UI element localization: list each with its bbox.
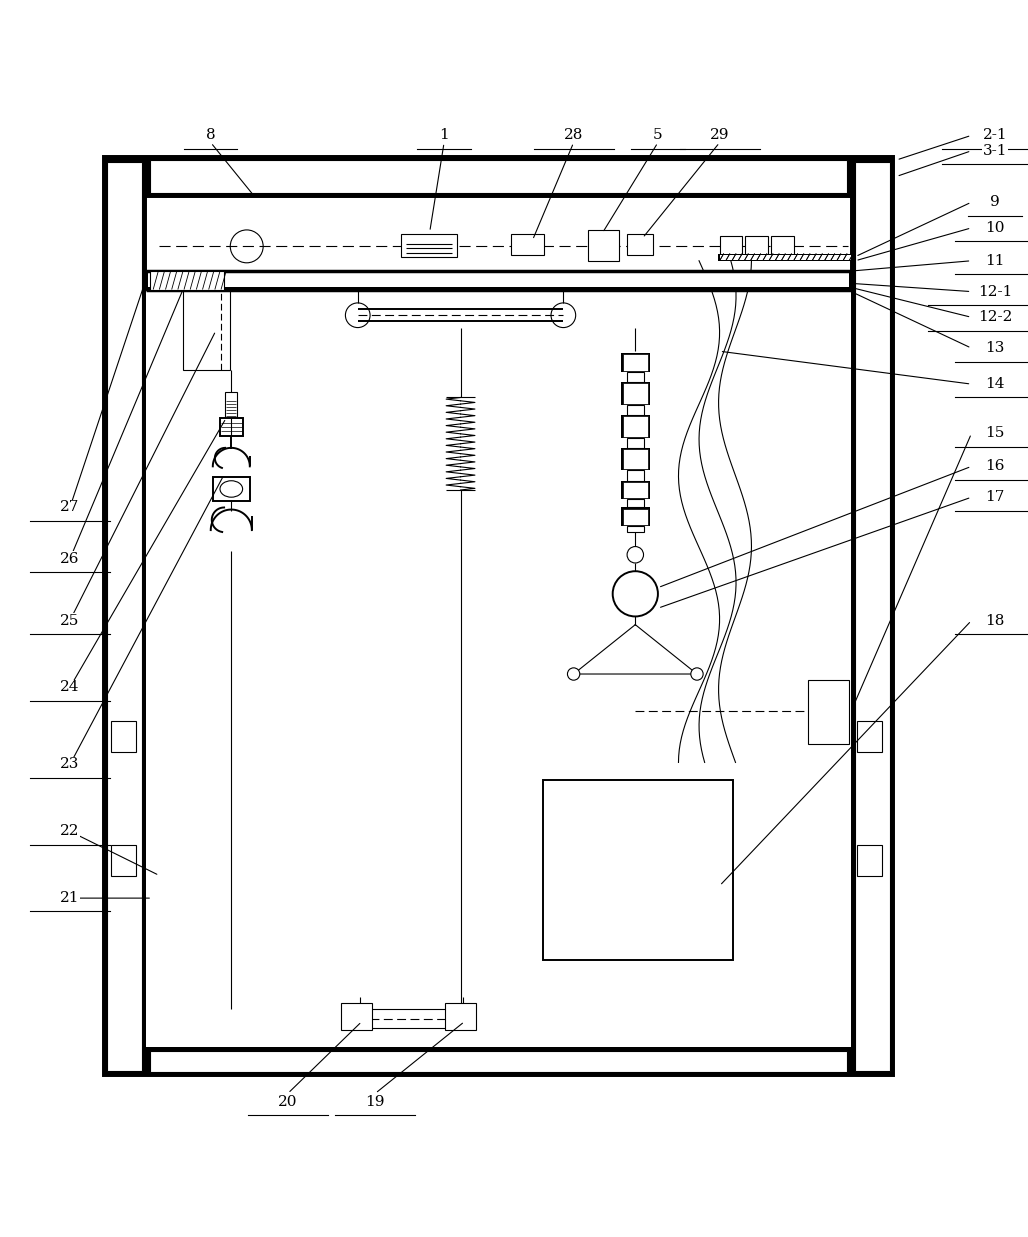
Bar — [220, 418, 243, 435]
Bar — [150, 1051, 847, 1071]
Bar — [720, 255, 851, 260]
Circle shape — [613, 571, 658, 616]
Bar — [623, 508, 648, 524]
Bar — [111, 721, 136, 752]
Text: 19: 19 — [366, 1095, 384, 1108]
Bar — [401, 234, 457, 256]
Bar — [808, 680, 849, 743]
Bar — [623, 416, 648, 437]
Bar — [341, 1003, 372, 1029]
Text: 18: 18 — [986, 614, 1004, 627]
Bar — [718, 254, 853, 261]
Text: 12-1: 12-1 — [978, 285, 1013, 298]
Bar — [225, 392, 237, 418]
Bar — [627, 470, 644, 481]
Bar — [855, 162, 890, 1071]
Bar — [851, 156, 894, 1076]
Text: 15: 15 — [986, 427, 1004, 440]
Bar — [148, 273, 849, 287]
Bar — [621, 448, 650, 470]
Bar — [627, 234, 653, 255]
Bar — [588, 230, 619, 261]
Bar — [543, 779, 733, 960]
Circle shape — [691, 668, 703, 680]
Bar — [146, 197, 851, 289]
Bar — [627, 372, 644, 382]
Bar — [623, 481, 648, 499]
Text: 27: 27 — [61, 501, 79, 515]
Bar — [627, 526, 644, 532]
Text: 3-1: 3-1 — [983, 143, 1007, 158]
Bar — [350, 1009, 473, 1028]
Bar — [627, 438, 644, 448]
Text: 8: 8 — [206, 129, 216, 142]
Bar — [146, 156, 851, 197]
Text: 21: 21 — [61, 891, 79, 905]
Text: 25: 25 — [61, 614, 79, 627]
Bar — [720, 236, 742, 256]
Bar — [103, 156, 146, 1076]
Circle shape — [452, 1009, 473, 1029]
Bar — [857, 845, 882, 876]
Bar — [150, 160, 847, 193]
Bar — [183, 289, 230, 370]
Text: 12-2: 12-2 — [978, 310, 1013, 324]
Text: 23: 23 — [61, 757, 79, 772]
Bar — [621, 414, 650, 438]
Bar — [150, 271, 224, 289]
Text: 24: 24 — [61, 680, 79, 694]
Bar — [623, 354, 648, 371]
Text: 9: 9 — [990, 195, 1000, 209]
Text: 13: 13 — [986, 341, 1004, 355]
Text: 16: 16 — [986, 459, 1004, 474]
Bar — [213, 476, 250, 501]
Circle shape — [350, 1009, 370, 1029]
Bar — [146, 271, 851, 289]
Bar — [623, 449, 648, 469]
Text: 20: 20 — [279, 1095, 297, 1108]
Bar — [621, 507, 650, 526]
Circle shape — [567, 668, 580, 680]
Bar — [627, 500, 644, 507]
Text: 28: 28 — [564, 129, 583, 142]
Bar — [621, 354, 650, 372]
Bar — [445, 1003, 476, 1029]
Bar — [103, 156, 894, 1076]
Text: 2-1: 2-1 — [983, 129, 1007, 142]
Text: 11: 11 — [986, 254, 1004, 267]
Text: 10: 10 — [986, 221, 1004, 235]
Bar — [857, 721, 882, 752]
Circle shape — [627, 547, 644, 563]
Bar — [621, 382, 650, 404]
Bar — [771, 236, 794, 256]
Text: 5: 5 — [653, 129, 663, 142]
Bar — [111, 845, 136, 876]
Bar — [627, 404, 644, 414]
Text: 26: 26 — [61, 552, 79, 565]
Bar — [745, 236, 768, 256]
Bar — [511, 234, 544, 255]
Text: 14: 14 — [986, 377, 1004, 391]
Bar — [623, 383, 648, 403]
Text: 1: 1 — [439, 129, 449, 142]
Text: 29: 29 — [710, 129, 729, 142]
Bar — [146, 1048, 851, 1076]
Bar — [107, 162, 142, 1071]
Text: 22: 22 — [61, 824, 79, 839]
Text: 17: 17 — [986, 490, 1004, 505]
Bar — [621, 481, 650, 500]
